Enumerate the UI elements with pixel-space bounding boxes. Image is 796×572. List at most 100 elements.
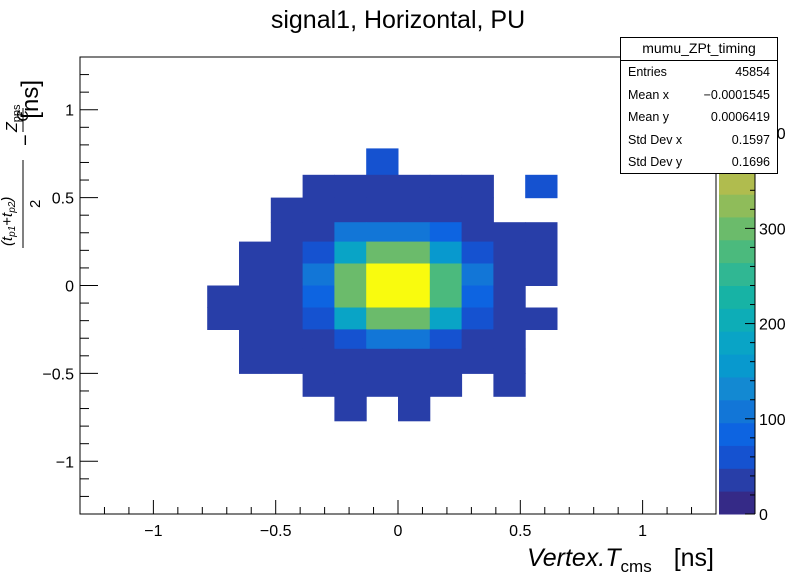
heatmap-cell bbox=[366, 174, 399, 199]
heatmap-cell bbox=[334, 348, 367, 374]
heatmap-cell bbox=[207, 285, 240, 308]
palette-band bbox=[719, 399, 755, 424]
heatmap-cell bbox=[429, 222, 463, 242]
z-tick-label: 300 bbox=[759, 221, 786, 238]
heatmap-cell bbox=[334, 285, 367, 308]
y-tick-label: −1 bbox=[56, 454, 74, 471]
heatmap-cell bbox=[461, 348, 494, 374]
heatmap-cell bbox=[398, 396, 431, 422]
y-axis-denominator: 2 bbox=[27, 200, 44, 208]
heatmap-cell bbox=[525, 263, 558, 286]
heatmap-cell bbox=[270, 197, 304, 223]
heatmap-cell bbox=[398, 222, 431, 242]
heatmap-cell bbox=[525, 222, 558, 242]
palette-band bbox=[719, 376, 755, 401]
heatmap-cell bbox=[334, 396, 367, 422]
palette-band bbox=[719, 216, 755, 241]
heatmap-cell bbox=[239, 263, 272, 286]
heatmap-cell bbox=[302, 222, 335, 242]
heatmap-cell bbox=[302, 329, 335, 350]
heatmap-cell bbox=[429, 307, 463, 330]
heatmap-cell bbox=[493, 222, 526, 242]
y-axis-title: [ns] C Zpps − (tp1+tp2) 2 bbox=[0, 80, 44, 248]
x-axis-title: Vertex.Tcms [ns] bbox=[527, 544, 714, 572]
heatmap-cell bbox=[429, 373, 463, 397]
stats-row-mean-y: Mean y 0.0006419 bbox=[628, 110, 770, 125]
heatmap-cell bbox=[366, 373, 399, 397]
heatmap-cell bbox=[302, 241, 335, 265]
heatmap-cell bbox=[239, 241, 272, 265]
stats-box: mumu_ZPt_timing Entries 45854 Mean x −0.00… bbox=[620, 37, 778, 174]
heatmap-cell bbox=[239, 348, 272, 374]
heatmap-cell bbox=[493, 373, 526, 397]
heatmap-cell bbox=[366, 263, 399, 286]
stats-row-entries: Entries 45854 bbox=[628, 65, 770, 79]
heatmap-cell bbox=[461, 222, 494, 242]
y-axis-numerator: (tp1+tp2) bbox=[0, 197, 18, 246]
heatmap-cell bbox=[302, 197, 335, 223]
heatmap-cell bbox=[429, 263, 463, 286]
heatmap-cell bbox=[334, 373, 367, 397]
heatmap-cell bbox=[239, 285, 272, 308]
heatmap-cell bbox=[334, 263, 367, 286]
heatmap-cell bbox=[270, 285, 304, 308]
heatmap-cell bbox=[207, 307, 240, 330]
heatmap-cell bbox=[270, 241, 304, 265]
x-tick-label: 1 bbox=[638, 523, 647, 540]
heatmap-cell bbox=[493, 263, 526, 286]
heatmap-cell bbox=[429, 348, 463, 374]
heatmap-cell bbox=[334, 197, 367, 223]
heatmap-cell bbox=[461, 174, 494, 199]
palette-band bbox=[719, 468, 755, 492]
z-tick-label: 100 bbox=[759, 412, 786, 429]
x-tick-label: −0.5 bbox=[260, 523, 292, 540]
heatmap-cell bbox=[461, 197, 494, 223]
heatmap-cell bbox=[429, 241, 463, 265]
palette-band bbox=[719, 239, 755, 264]
palette-band bbox=[719, 262, 755, 286]
heatmap-cell bbox=[398, 241, 431, 265]
heatmap-cell bbox=[270, 307, 304, 330]
heatmap-cell bbox=[493, 348, 526, 374]
y-axis-z: Zpps bbox=[4, 104, 23, 133]
stats-row-std-y: Std Dev y 0.1696 bbox=[628, 155, 770, 170]
y-tick-label: 0.5 bbox=[52, 191, 74, 208]
palette-band bbox=[719, 491, 755, 515]
heatmap-cell bbox=[429, 329, 463, 350]
x-tick-label: −1 bbox=[144, 523, 162, 540]
heatmap-cell bbox=[493, 329, 526, 350]
heatmap-cell bbox=[366, 241, 399, 265]
y-tick-label: −0.5 bbox=[42, 366, 74, 383]
x-axis-ticks: −1 −0.5 0 0.5 1 bbox=[103, 500, 693, 540]
heatmap-cell bbox=[270, 348, 304, 374]
heatmap-cell bbox=[366, 307, 399, 330]
palette-band bbox=[719, 331, 755, 355]
heatmap-cell bbox=[493, 307, 526, 330]
heatmap-cell bbox=[366, 148, 399, 176]
heatmap-cell bbox=[461, 241, 494, 265]
chart-title: signal1, Horizontal, PU bbox=[270, 6, 526, 34]
heatmap-cell bbox=[239, 307, 272, 330]
heatmap-cell bbox=[461, 329, 494, 350]
heatmap-cell bbox=[461, 263, 494, 286]
heatmap-cell bbox=[398, 307, 431, 330]
heatmap-cell bbox=[366, 285, 399, 308]
heatmap-cell bbox=[398, 197, 431, 223]
y-tick-label: 0 bbox=[65, 279, 74, 296]
heatmap-cell bbox=[525, 174, 558, 199]
palette-band bbox=[719, 194, 755, 218]
heatmap-cell bbox=[461, 307, 494, 330]
heatmap-cell bbox=[398, 348, 431, 374]
heatmap-cell bbox=[334, 222, 367, 242]
heatmap-cell bbox=[302, 263, 335, 286]
heatmap-cell bbox=[270, 329, 304, 350]
heatmap-cell bbox=[334, 307, 367, 330]
heatmap-cell bbox=[270, 222, 304, 242]
heatmap-cell bbox=[366, 197, 399, 223]
heatmap-cell bbox=[302, 307, 335, 330]
heatmap-cell bbox=[302, 348, 335, 374]
x-tick-label: 0 bbox=[394, 523, 403, 540]
palette-band bbox=[719, 354, 755, 378]
heatmap-cell bbox=[525, 241, 558, 265]
